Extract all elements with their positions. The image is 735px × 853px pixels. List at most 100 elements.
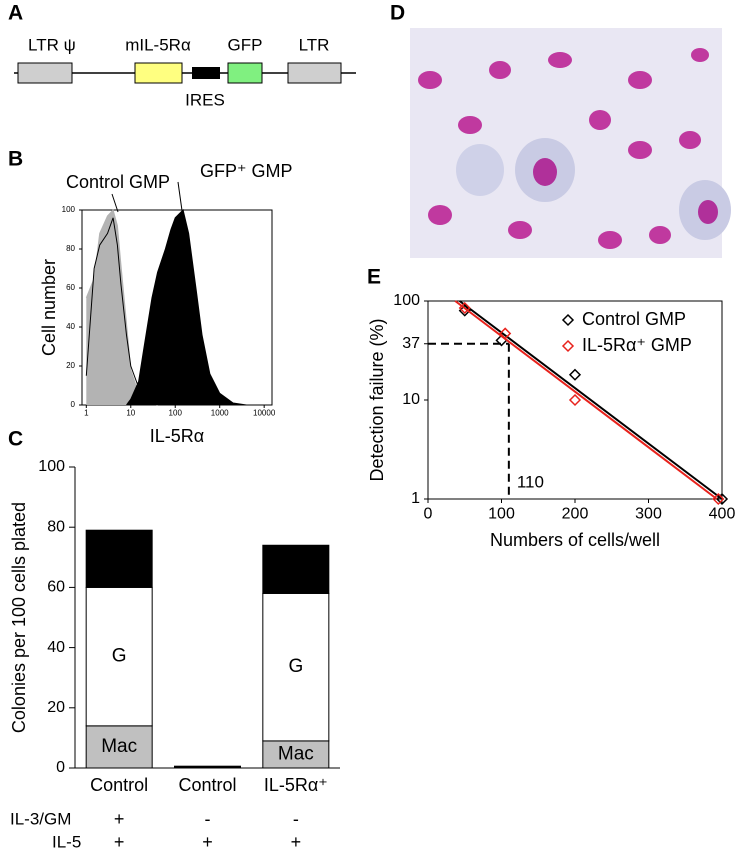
condition-name: IL-5	[52, 832, 81, 851]
point	[499, 327, 512, 340]
x-tick-label: Control	[90, 775, 148, 795]
x-tick-label: 400	[709, 505, 735, 522]
fit-line	[454, 300, 718, 500]
nucleus	[649, 226, 671, 244]
panel-label: C	[8, 428, 23, 451]
y-tick-label: 60	[47, 579, 65, 596]
segment-label: G	[288, 656, 303, 677]
x-axis-label: Numbers of cells/well	[490, 530, 660, 550]
x-tick-label: 100	[169, 409, 183, 418]
y-tick-label: 10	[402, 391, 420, 408]
x-tick-label: 1	[84, 409, 89, 418]
condition-value: -	[205, 809, 211, 829]
series-outline	[85, 217, 166, 406]
panel-label: A	[8, 2, 23, 25]
nucleus	[691, 48, 709, 62]
y-axis-label: Cell number	[39, 259, 59, 356]
condition-value: +	[202, 832, 213, 852]
nucleus	[679, 131, 701, 149]
panel-label: B	[8, 148, 23, 171]
y-tick-label: 20	[47, 699, 65, 716]
legend-marker	[561, 339, 575, 353]
y-tick-label: 20	[66, 361, 75, 370]
y-tick-label: 60	[66, 283, 75, 292]
x-axis-label: IL-5Rα	[150, 426, 204, 446]
bar-segment	[262, 592, 330, 742]
point	[715, 492, 729, 506]
condition-value: -	[293, 809, 299, 829]
micrograph	[410, 28, 731, 258]
area-fill	[126, 210, 247, 405]
legend-marker	[561, 313, 575, 327]
nucleus	[508, 221, 532, 239]
point	[568, 393, 582, 407]
condition-value: +	[114, 809, 125, 829]
y-tick-label: 80	[47, 518, 65, 535]
point	[712, 492, 725, 506]
annotation: 110	[517, 472, 544, 491]
construct-label: IRES	[185, 90, 225, 109]
y-tick-label: 0	[71, 400, 76, 409]
nucleus	[489, 61, 511, 79]
panel-label: E	[367, 266, 381, 289]
series-outline	[126, 209, 247, 406]
x-tick-label: 100	[488, 505, 515, 522]
nucleus	[628, 71, 652, 89]
series-label: GFP⁺ GMP	[200, 161, 293, 181]
segment-label: GM	[104, 548, 135, 569]
nucleus	[428, 205, 452, 225]
y-tick-label: 1	[411, 490, 420, 507]
nucleus	[548, 52, 572, 68]
y-tick-label: 100	[38, 458, 65, 475]
x-tick-label: 300	[635, 505, 662, 522]
y-tick-label: 100	[62, 205, 76, 214]
construct-label: mIL-5Rα	[125, 35, 191, 54]
legend-label: IL-5Rα⁺ GMP	[582, 335, 692, 355]
y-axis-label: Detection failure (%)	[367, 318, 387, 481]
y-tick-label: 40	[66, 322, 75, 331]
series-label: Control GMP	[66, 172, 170, 192]
y-tick-label: 40	[47, 639, 65, 656]
y-tick-label: 100	[393, 292, 420, 309]
x-tick-label: 10	[126, 409, 135, 418]
mil5ra-box	[134, 62, 183, 84]
point	[568, 368, 582, 381]
x-tick-label: 10000	[253, 409, 276, 418]
bar-segment	[174, 765, 241, 769]
ltr-box	[287, 62, 342, 84]
fit-line	[459, 300, 723, 500]
bar-segment	[85, 529, 153, 588]
nucleus	[458, 116, 482, 134]
nucleus	[418, 71, 442, 89]
bar-segment	[85, 586, 153, 727]
label-pointer	[177, 181, 186, 233]
y-axis-label: Colonies per 100 cells plated	[9, 502, 29, 733]
construct-label: LTR	[299, 35, 330, 54]
panel-label: D	[390, 2, 405, 25]
segment-label: G	[112, 646, 127, 667]
y-tick-label: 37	[402, 335, 420, 352]
area-fill	[86, 210, 158, 405]
nucleus	[628, 141, 652, 159]
segment-label: Mac	[101, 736, 137, 757]
condition-value: +	[114, 832, 125, 852]
nucleus	[589, 110, 611, 130]
legend-label: Control GMP	[582, 309, 686, 329]
label-pointer	[111, 193, 119, 213]
condition-name: IL-3/GM	[10, 809, 71, 828]
gfp-box	[227, 62, 263, 84]
construct-label: LTR ψ	[28, 35, 76, 54]
nucleus	[533, 158, 557, 186]
x-tick-label: 200	[562, 505, 589, 522]
x-tick-label: 1000	[211, 409, 229, 418]
x-tick-label: IL-5Rα⁺	[264, 775, 328, 795]
x-tick-label: 0	[424, 505, 433, 522]
bar-segment	[262, 544, 330, 594]
ires-box	[192, 67, 220, 79]
condition-value: +	[291, 832, 302, 852]
point	[458, 301, 471, 315]
segment-label: GM	[281, 558, 312, 579]
